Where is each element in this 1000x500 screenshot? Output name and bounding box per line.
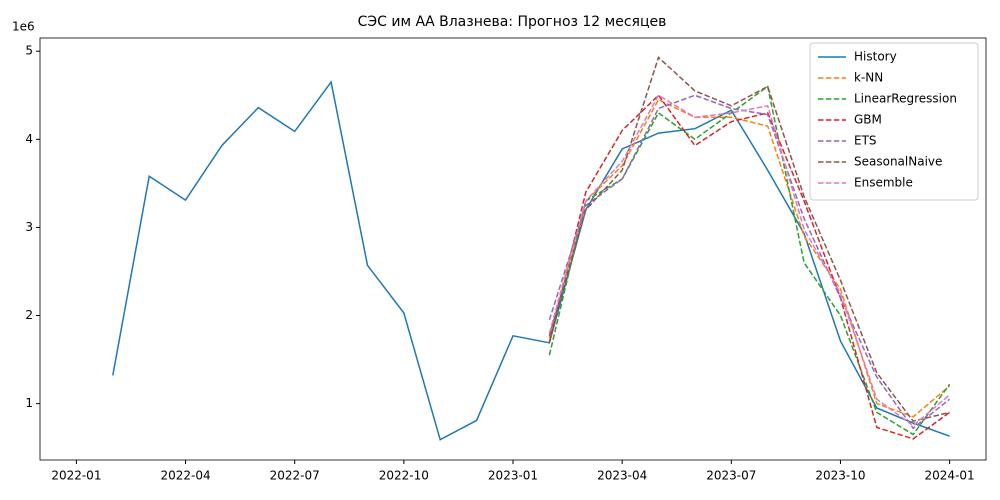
legend-label: History (854, 50, 897, 64)
series-line (112, 80, 950, 441)
y-tick-label: 1 (25, 396, 33, 410)
x-tick-label: 2023-01 (488, 469, 538, 483)
series-line (548, 94, 951, 427)
legend-label: Ensemble (854, 176, 913, 190)
y-tick-label: 2 (25, 308, 33, 322)
chart-title: СЭС им АА Влазнева: Прогноз 12 месяцев (358, 14, 667, 30)
x-tick-label: 2024-01 (925, 469, 975, 483)
legend-label: LinearRegression (854, 92, 957, 106)
x-tick-label: 2022-10 (379, 469, 429, 483)
x-tick-label: 2022-04 (160, 469, 210, 483)
y-tick-label: 4 (25, 132, 33, 146)
y-tick-label: 3 (25, 220, 33, 234)
x-tick-label: 2022-07 (270, 469, 320, 483)
series-line (548, 56, 950, 423)
y-offset-label: 1e6 (12, 20, 35, 34)
x-tick-label: 2023-04 (597, 469, 647, 483)
series-line (548, 94, 951, 440)
y-tick-label: 5 (25, 44, 33, 58)
legend-label: ETS (854, 134, 877, 148)
legend-label: GBM (854, 113, 882, 127)
legend-label: k-NN (854, 71, 883, 85)
legend-label: SeasonalNaive (854, 155, 942, 169)
x-tick-label: 2022-01 (51, 469, 101, 483)
legend: History k-NN LinearRegression GBM ETS Seasona… (809, 42, 979, 201)
legend-box (809, 42, 979, 201)
series-line (548, 94, 951, 430)
x-tick-label: 2023-07 (706, 469, 756, 483)
x-tick-label: 2023-10 (815, 469, 865, 483)
series-line (548, 98, 951, 418)
